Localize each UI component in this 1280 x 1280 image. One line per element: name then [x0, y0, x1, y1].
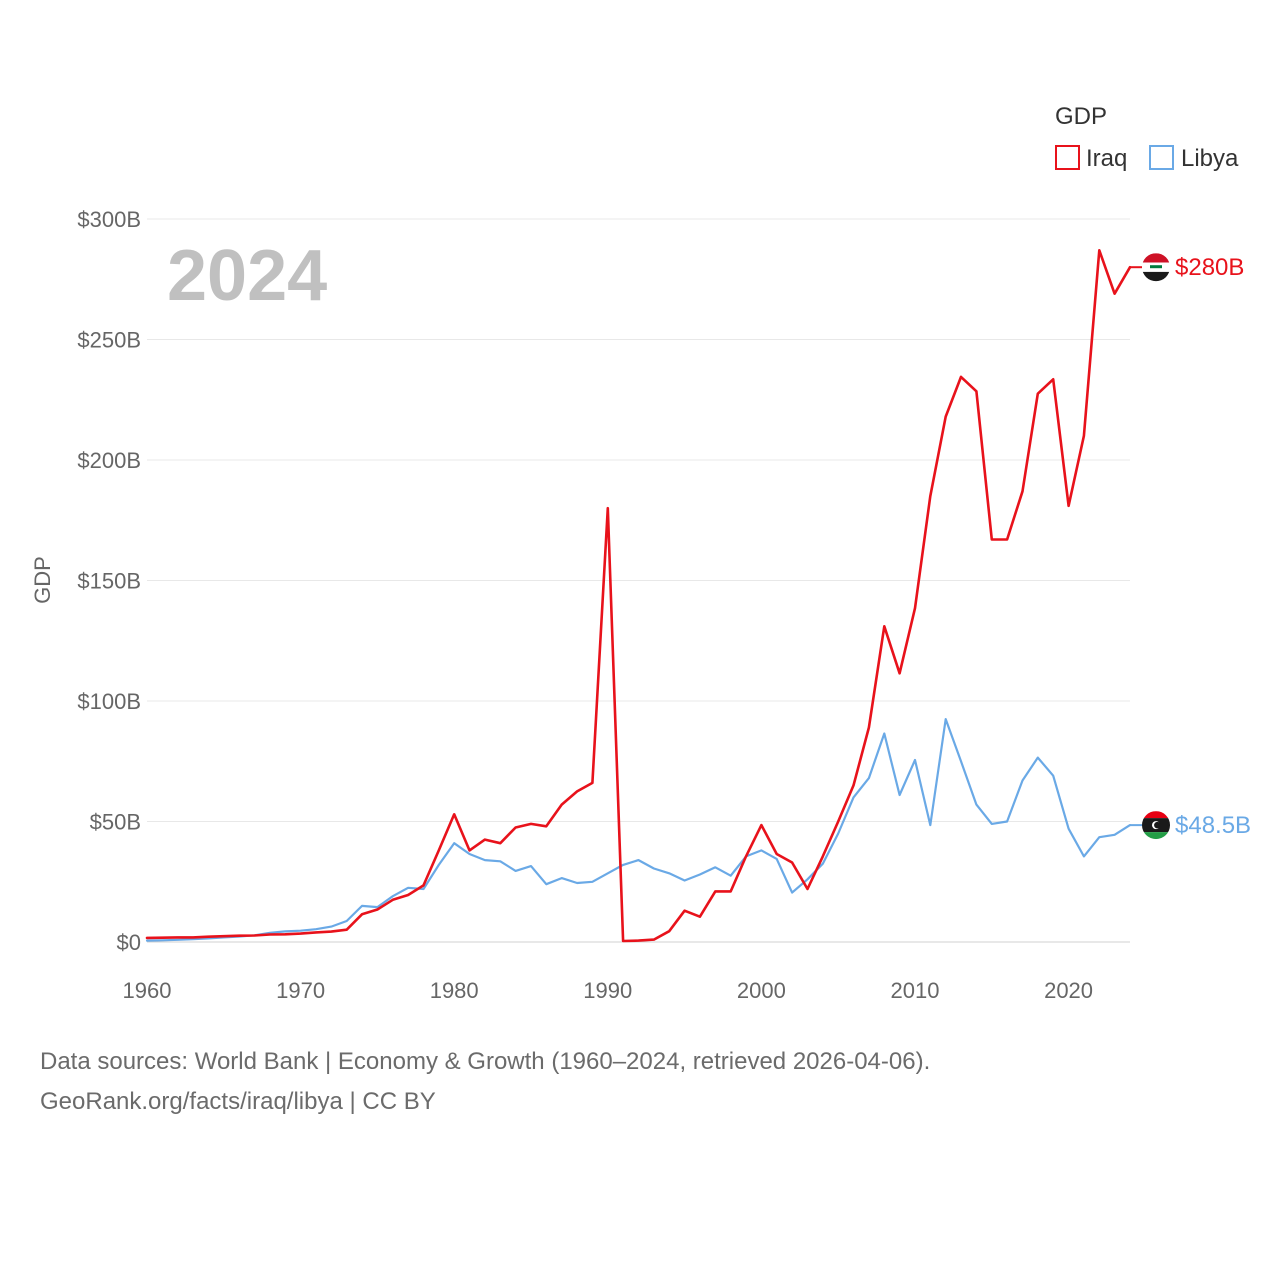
series-line-iraq[interactable] — [145, 249, 1132, 943]
legend-label-iraq: Iraq — [1086, 145, 1127, 172]
y-tick-label: $100B — [77, 689, 141, 714]
x-tick-label: 1970 — [276, 978, 325, 1003]
iraq-flag-icon — [1142, 253, 1170, 282]
x-tick-label: 1960 — [123, 978, 172, 1003]
x-tick-label: 2000 — [737, 978, 786, 1003]
grid-lines — [147, 218, 1130, 943]
x-tick-label: 2010 — [890, 978, 939, 1003]
x-axis-ticks: 1960 1970 1980 1990 2000 2010 2020 — [123, 978, 1094, 1003]
y-tick-label: $150B — [77, 569, 141, 594]
libya-end-value-label: $48.5B — [1175, 812, 1251, 839]
source-note: Data sources: World Bank | Economy & Gro… — [40, 1042, 930, 1122]
x-tick-label: 1990 — [583, 978, 632, 1003]
series-layer — [145, 249, 1142, 943]
x-tick-label: 1980 — [430, 978, 479, 1003]
source-line-1: Data sources: World Bank | Economy & Gro… — [40, 1048, 931, 1075]
legend-swatch-libya — [1149, 145, 1174, 170]
y-axis-label: GDP — [30, 556, 55, 604]
iraq-end-value-label: $280B — [1175, 254, 1244, 281]
year-watermark: 2024 — [167, 236, 327, 316]
libya-flag-icon — [1142, 811, 1170, 840]
y-tick-label: $250B — [77, 328, 141, 353]
source-line-2[interactable]: GeoRank.org/facts/iraq/libya | CC BY — [40, 1088, 436, 1115]
legend-item-iraq[interactable]: Iraq — [1055, 145, 1127, 172]
y-axis-ticks: $0 $50B $100B $150B $200B $250B $300B — [77, 207, 141, 955]
y-tick-label: $200B — [77, 448, 141, 473]
series-line-libya[interactable] — [145, 717, 1132, 942]
legend-label-libya: Libya — [1181, 145, 1239, 172]
legend-item-libya[interactable]: Libya — [1149, 145, 1239, 172]
y-tick-label: $50B — [90, 810, 141, 835]
y-tick-label: $0 — [117, 930, 141, 955]
legend-swatch-iraq — [1055, 145, 1080, 170]
y-tick-label: $300B — [77, 207, 141, 232]
legend: GDP Iraq Libya — [1055, 103, 1239, 172]
legend-title: GDP — [1055, 103, 1107, 130]
x-tick-label: 2020 — [1044, 978, 1093, 1003]
